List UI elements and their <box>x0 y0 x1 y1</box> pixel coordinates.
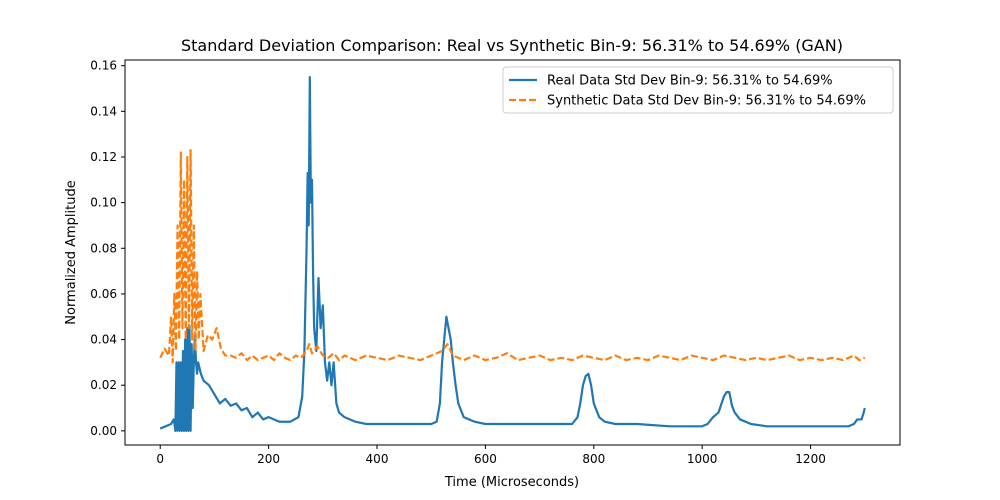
legend: Real Data Std Dev Bin-9: 56.31% to 54.69… <box>502 66 894 114</box>
legend-box <box>502 66 894 114</box>
x-tick-label: 200 <box>257 452 280 466</box>
y-tick-label: 0.02 <box>90 378 117 392</box>
x-tick-label: 1000 <box>687 452 718 466</box>
y-tick-label: 0.16 <box>90 59 117 73</box>
y-tick-label: 0.00 <box>90 424 117 438</box>
y-tick-label: 0.10 <box>90 196 117 210</box>
plot-area <box>159 76 866 432</box>
x-axis: 0 200 400 600 800 1000 1200 <box>156 445 826 466</box>
series-line-2 <box>159 149 866 364</box>
y-tick-label: 0.14 <box>90 104 117 118</box>
series-line-1 <box>159 76 866 432</box>
x-tick-label: 600 <box>474 452 497 466</box>
y-axis: 0.00 0.02 0.04 0.06 0.08 0.10 0.12 0.14 0.16 <box>90 59 125 438</box>
x-tick-label: 400 <box>366 452 389 466</box>
y-axis-label: Normalized Amplitude <box>64 180 79 324</box>
y-tick-label: 0.08 <box>90 241 117 255</box>
x-tick-label: 800 <box>582 452 605 466</box>
y-tick-label: 0.06 <box>90 287 117 301</box>
y-tick-label: 0.12 <box>90 150 117 164</box>
legend-label-2: Synthetic Data Std Dev Bin-9: 56.31% to … <box>547 94 866 109</box>
plot-frame <box>124 59 901 446</box>
x-tick-label: 1200 <box>795 452 826 466</box>
y-tick-label: 0.04 <box>90 333 117 347</box>
chart-title: Standard Deviation Comparison: Real vs S… <box>181 36 843 55</box>
x-axis-label: Time (Microseconds) <box>444 475 579 490</box>
x-tick-label: 0 <box>156 452 164 466</box>
legend-label-1: Real Data Std Dev Bin-9: 56.31% to 54.69… <box>547 74 833 89</box>
